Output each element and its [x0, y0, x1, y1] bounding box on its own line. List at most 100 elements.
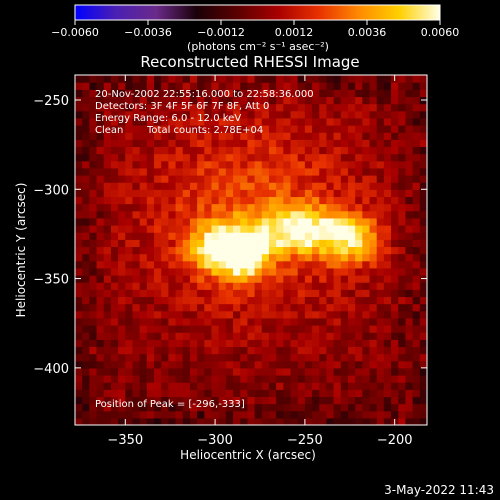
heatmap-cell — [290, 260, 299, 269]
heatmap-cell — [383, 317, 392, 326]
heatmap-cell — [355, 410, 363, 419]
heatmap-cell — [125, 396, 134, 405]
heatmap-cell — [283, 217, 292, 226]
heatmap-cell — [283, 410, 292, 419]
heatmap-cell — [132, 125, 141, 133]
heatmap-cell — [110, 375, 119, 383]
heatmap-cell — [312, 346, 320, 355]
heatmap-cell — [261, 82, 270, 90]
heatmap-cell — [247, 289, 256, 298]
heatmap-cell — [398, 353, 407, 362]
colorbar-tick-label: −0.0036 — [124, 26, 172, 39]
heatmap-cell — [225, 82, 234, 90]
x-tick-label: −250 — [287, 433, 323, 448]
heatmap-cell — [333, 239, 342, 248]
heatmap-cell — [297, 225, 306, 233]
heatmap-cell — [312, 410, 320, 419]
heatmap-cell — [182, 125, 191, 133]
heatmap-cell — [398, 410, 407, 419]
heatmap-cell — [297, 125, 306, 133]
heatmap-cell — [189, 289, 198, 298]
heatmap-cell — [326, 360, 335, 369]
heatmap-cell — [89, 246, 98, 255]
heatmap-cell — [225, 410, 234, 419]
heatmap-cell — [362, 289, 371, 298]
heatmap-cell — [161, 96, 169, 105]
heatmap-cell — [362, 260, 371, 269]
heatmap-cell — [369, 417, 378, 425]
heatmap-cell — [326, 160, 335, 169]
heatmap-cell — [419, 182, 427, 190]
heatmap-cell — [225, 339, 234, 348]
heatmap-cell — [118, 296, 126, 305]
heatmap-cell — [398, 282, 407, 290]
heatmap-cell — [376, 110, 385, 119]
heatmap-cell — [189, 367, 198, 376]
heatmap-cell — [283, 389, 292, 398]
heatmap-cell — [283, 339, 292, 348]
heatmap-cell — [161, 196, 169, 205]
heatmap-cell — [405, 239, 414, 248]
heatmap-cell — [154, 75, 162, 83]
heatmap-cell — [110, 332, 119, 340]
heatmap-cell — [283, 132, 292, 140]
heatmap-cell — [383, 82, 392, 90]
heatmap-cell — [398, 339, 407, 348]
heatmap-cell — [110, 125, 119, 133]
heatmap-cell — [218, 175, 227, 183]
heatmap-cell — [168, 239, 177, 248]
heatmap-cell — [247, 175, 256, 183]
heatmap-cell — [347, 232, 356, 240]
heatmap-cell — [118, 360, 126, 369]
heatmap-cell — [204, 153, 213, 162]
heatmap-cell — [118, 325, 126, 333]
heatmap-cell — [240, 353, 249, 362]
heatmap-cell — [154, 332, 162, 340]
heatmap-cell — [326, 260, 335, 269]
heatmap-cell — [125, 132, 134, 140]
heatmap-cell — [355, 89, 363, 98]
heatmap-cell — [326, 267, 335, 276]
heatmap-cell — [297, 189, 306, 198]
heatmap-cell — [304, 189, 313, 198]
heatmap-cell — [168, 96, 177, 105]
heatmap-cell — [412, 246, 421, 255]
heatmap-cell — [82, 96, 90, 105]
heatmap-cell — [297, 339, 306, 348]
heatmap-cell — [218, 346, 227, 355]
heatmap-cell — [268, 389, 277, 398]
heatmap-cell — [355, 389, 363, 398]
heatmap-cell — [268, 210, 277, 219]
heatmap-cell — [161, 339, 169, 348]
heatmap-cell — [261, 96, 270, 105]
heatmap-cell — [391, 239, 399, 248]
heatmap-cell — [405, 346, 414, 355]
heatmap-cell — [376, 417, 385, 425]
heatmap-cell — [254, 403, 263, 412]
heatmap-cell — [168, 110, 177, 119]
heatmap-cell — [233, 346, 241, 355]
heatmap-cell — [154, 103, 162, 112]
heatmap-cell — [340, 103, 349, 112]
heatmap-cell — [240, 203, 249, 212]
heatmap-cell — [261, 289, 270, 298]
heatmap-cell — [268, 82, 277, 90]
heatmap-cell — [89, 132, 98, 140]
heatmap-cell — [312, 160, 320, 169]
heatmap-cell — [276, 117, 284, 126]
heatmap-cell — [283, 260, 292, 269]
heatmap-cell — [247, 346, 256, 355]
heatmap-cell — [103, 346, 112, 355]
heatmap-cell — [110, 75, 119, 83]
heatmap-cell — [369, 160, 378, 169]
heatmap-cell — [96, 182, 105, 190]
heatmap-cell — [276, 239, 284, 248]
heatmap-cell — [333, 310, 342, 319]
heatmap-cell — [96, 139, 105, 148]
heatmap-cell — [333, 275, 342, 283]
heatmap-cell — [168, 367, 177, 376]
heatmap-cell — [247, 225, 256, 233]
heatmap-cell — [355, 217, 363, 226]
heatmap-cell — [125, 125, 134, 133]
heatmap-cell — [161, 182, 169, 190]
